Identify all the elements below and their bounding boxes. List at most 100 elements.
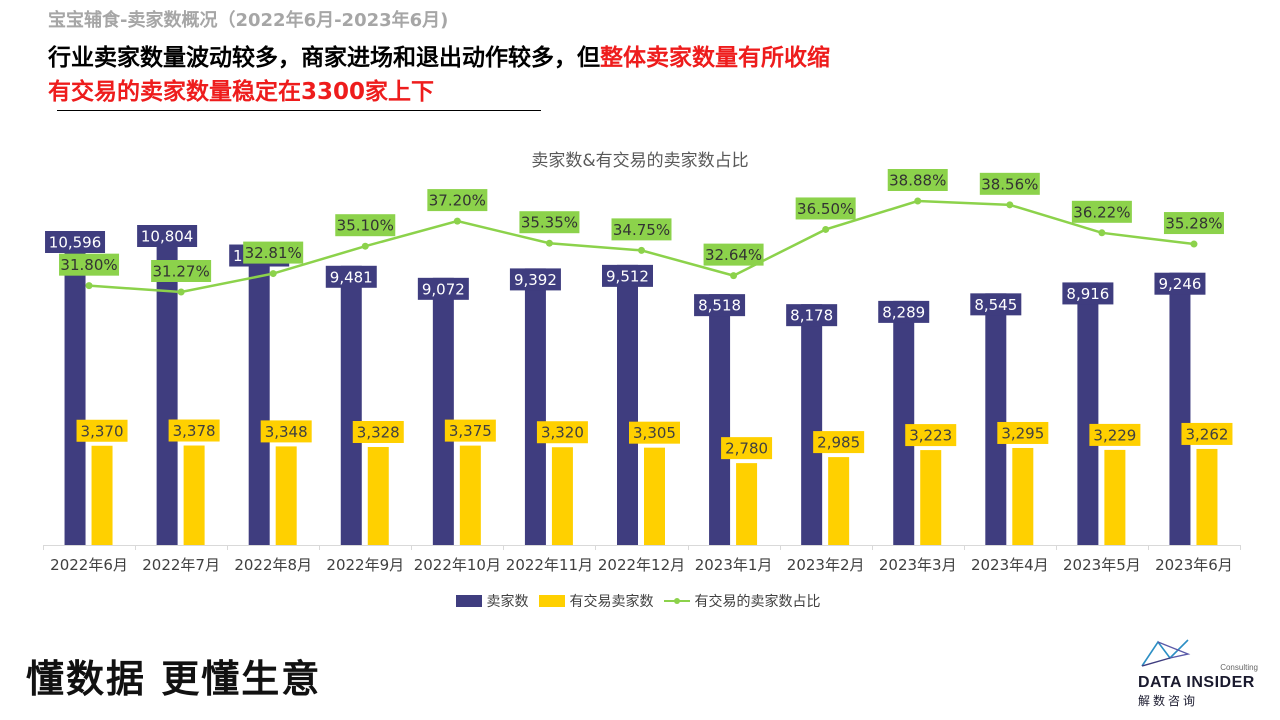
data-label-ratio: 36.50% (797, 200, 854, 218)
ratio-point (85, 282, 93, 290)
ratio-point (914, 197, 922, 205)
bar-trading-sellers (1012, 447, 1034, 545)
data-label-ratio-bg (703, 243, 764, 266)
x-tick-label: 2022年6月 (50, 556, 128, 574)
data-label-sellers-bg (786, 304, 838, 327)
data-label-trading-sellers-bg (76, 419, 128, 442)
ratio-point (361, 242, 369, 250)
data-label-ratio: 37.20% (429, 192, 486, 210)
legend-swatch-sellers (455, 595, 482, 607)
bar-trading-sellers (459, 445, 481, 545)
data-label-trading-sellers-bg (444, 419, 496, 442)
bar-sellers (617, 264, 638, 545)
x-tick-label: 2023年5月 (1063, 556, 1141, 574)
brand-consulting: Consulting (1220, 663, 1258, 672)
data-label-ratio: 35.35% (521, 214, 578, 232)
data-label-ratio: 31.80% (60, 256, 117, 274)
x-tick-label: 2022年8月 (234, 556, 312, 574)
bar-trading-sellers (1104, 449, 1126, 545)
bar-trading-sellers (551, 447, 573, 545)
ratio-point (1006, 201, 1014, 209)
data-label-trading-sellers: 3,328 (357, 423, 400, 441)
bar-sellers (340, 265, 362, 545)
data-label-ratio: 31.27% (153, 263, 210, 281)
data-label-trading-sellers-bg (536, 421, 588, 444)
ratio-point (453, 217, 461, 225)
data-label-trading-sellers-bg (813, 431, 865, 454)
chart-title: 卖家数&有交易的卖家数占比 (531, 151, 749, 171)
x-tick-label: 2022年12月 (598, 556, 685, 574)
legend-item-trading-sellers: 有交易卖家数 (538, 591, 654, 611)
bar-trading-sellers (367, 446, 389, 545)
legend-swatch-trading-sellers (538, 595, 565, 607)
data-label-ratio-bg (795, 197, 856, 220)
bar-trading-sellers (275, 446, 297, 545)
bar-sellers (432, 277, 454, 545)
bar-trading-sellers (920, 450, 942, 545)
bar-trading-sellers (644, 447, 665, 545)
legend-item-sellers: 卖家数 (455, 591, 529, 611)
data-label-trading-sellers: 3,229 (1093, 426, 1136, 444)
data-label-trading-sellers-bg (905, 424, 957, 447)
data-label-sellers-bg (417, 277, 469, 300)
data-label-sellers-bg (602, 264, 653, 287)
data-label-ratio-bg (427, 189, 488, 212)
brand-name: DATA INSIDER (1138, 674, 1255, 691)
data-label-trading-sellers: 3,375 (449, 422, 492, 440)
data-label-trading-sellers-bg (997, 421, 1049, 444)
data-label-trading-sellers: 2,780 (725, 440, 768, 458)
data-label-sellers: 9,392 (514, 271, 557, 289)
data-label-trading-sellers-bg (721, 437, 773, 460)
x-tick-label: 2022年10月 (414, 556, 501, 574)
data-label-ratio: 35.28% (1165, 215, 1222, 233)
bar-trading-sellers (828, 457, 850, 545)
ratio-point (730, 272, 738, 280)
bar-sellers (156, 226, 178, 545)
brand-chinese-name: 解数咨询 (1138, 694, 1199, 708)
data-label-trading-sellers: 3,295 (1001, 424, 1044, 442)
data-label-sellers-bg (509, 268, 561, 291)
bar-trading-sellers (736, 463, 758, 545)
legend-label-sellers: 卖家数 (486, 594, 529, 610)
headline-black-text: 行业卖家数量波动较多，商家进场和退出动作较多，但 (48, 45, 600, 71)
bar-sellers (709, 294, 731, 545)
bar-trading-sellers (1196, 448, 1218, 545)
data-label-ratio: 38.56% (981, 175, 1038, 193)
data-label-ratio-bg (519, 211, 580, 234)
data-label-ratio-bg (1163, 212, 1224, 235)
data-label-sellers-bg (970, 293, 1022, 316)
data-label-sellers: 9,072 (422, 280, 465, 298)
slogan: 懂数据 更懂生意 (26, 657, 322, 701)
legend-item-ratio: 有交易的卖家数占比 (663, 591, 821, 611)
ratio-point (545, 239, 553, 247)
header-divider (57, 110, 541, 111)
data-label-trading-sellers: 3,305 (633, 424, 676, 442)
data-label-sellers: 8,289 (882, 303, 925, 321)
x-tick-label: 2023年4月 (971, 556, 1049, 574)
data-label-sellers: 9,481 (330, 268, 373, 286)
data-label-ratio: 36.22% (1073, 203, 1130, 221)
data-label-ratio: 34.75% (613, 221, 670, 239)
data-label-sellers-bg (694, 294, 746, 317)
legend-label-ratio: 有交易的卖家数占比 (694, 594, 821, 610)
data-label-trading-sellers: 3,378 (173, 422, 216, 440)
ratio-point (269, 270, 277, 278)
data-label-ratio: 32.81% (245, 244, 302, 262)
data-label-trading-sellers-bg (1181, 422, 1233, 445)
x-tick-label: 2023年6月 (1155, 556, 1233, 574)
data-label-sellers: 8,518 (698, 297, 741, 315)
data-label-sellers-bg (1154, 272, 1206, 295)
data-label-sellers: 9,512 (606, 267, 649, 285)
brand-logo: Consulting DATA INSIDER 解数咨询 (1134, 636, 1264, 712)
bar-sellers (893, 300, 915, 545)
data-label-trading-sellers: 2,985 (817, 434, 860, 452)
data-label-ratio-bg (335, 214, 396, 237)
data-label-trading-sellers: 3,320 (541, 424, 584, 442)
ratio-point (822, 225, 830, 233)
data-label-ratio: 32.64% (705, 246, 762, 264)
headline-red-text: 整体卖家数量有所收缩 (600, 45, 830, 71)
data-label-ratio-bg (151, 260, 212, 282)
data-label-sellers: 10,804 (141, 228, 194, 246)
data-label-trading-sellers-bg (1089, 423, 1141, 446)
data-label-ratio-bg (59, 253, 120, 276)
